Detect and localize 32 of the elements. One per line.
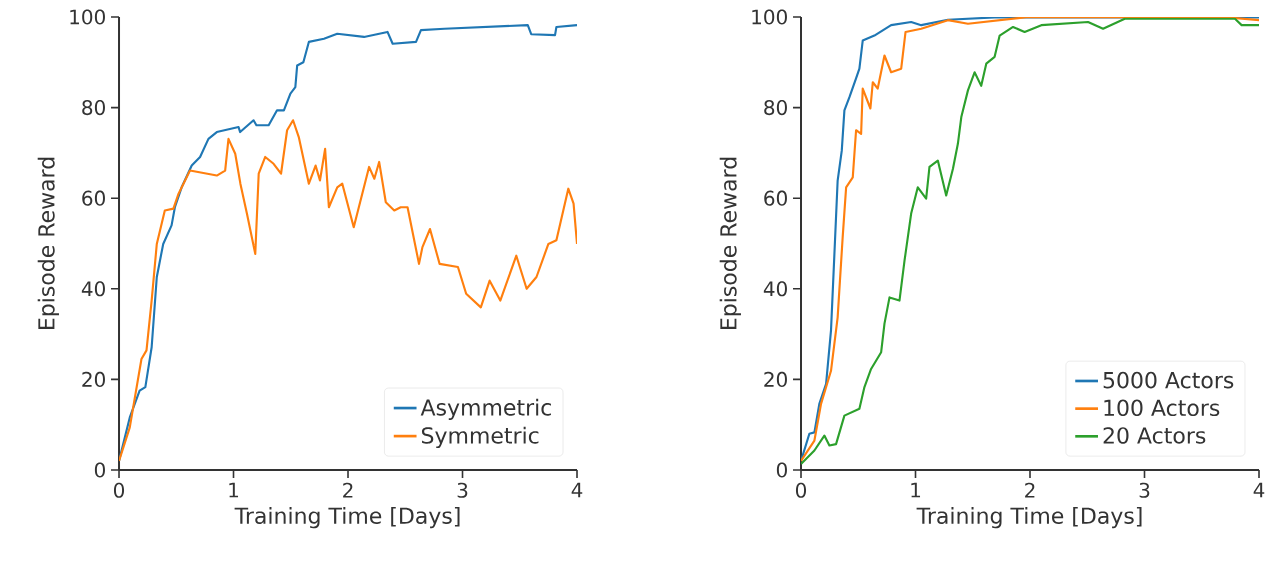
y-tick-label: 60: [82, 190, 105, 206]
y-tick-label: 20: [764, 371, 787, 387]
x-axis-title: Training Time [Days]: [234, 506, 460, 529]
y-tick-label: 0: [776, 462, 787, 478]
x-tick-label: 1: [911, 482, 921, 498]
x-tick-label: 1: [229, 482, 239, 498]
y-tick-label: 100: [70, 9, 105, 25]
x-tick-label: 0: [795, 482, 807, 498]
y-tick-label: 80: [82, 100, 105, 116]
y-tick-label: 0: [94, 462, 105, 478]
y-tick-label: 40: [763, 281, 787, 297]
x-axis-title: Training Time [Days]: [916, 506, 1142, 529]
x-tick-label: 3: [457, 482, 468, 498]
x-tick-label: 3: [1139, 482, 1150, 498]
line-series: [119, 119, 578, 462]
x-tick-label: 4: [1253, 482, 1265, 498]
legend-label: Symmetric: [421, 426, 539, 449]
x-tick-label: 2: [1025, 482, 1035, 498]
legend-label: 20 Actors: [1103, 427, 1206, 444]
y-tick-label: 80: [764, 100, 787, 116]
y-axis-title: Episode Reward: [719, 157, 741, 329]
legend-label: 5000 Actors: [1103, 371, 1234, 389]
legend-label: 100 Actors: [1104, 399, 1220, 417]
x-tick-label: 2: [343, 482, 353, 498]
x-tick-label: 0: [113, 482, 125, 498]
y-tick-label: 60: [764, 190, 787, 206]
y-tick-label: 100: [752, 9, 787, 25]
y-tick-label: 40: [81, 281, 105, 297]
y-axis-title: Episode Reward: [37, 157, 59, 329]
x-tick-label: 4: [571, 482, 583, 498]
y-tick-label: 20: [82, 371, 105, 387]
legend-label: Asymmetric: [420, 398, 551, 420]
